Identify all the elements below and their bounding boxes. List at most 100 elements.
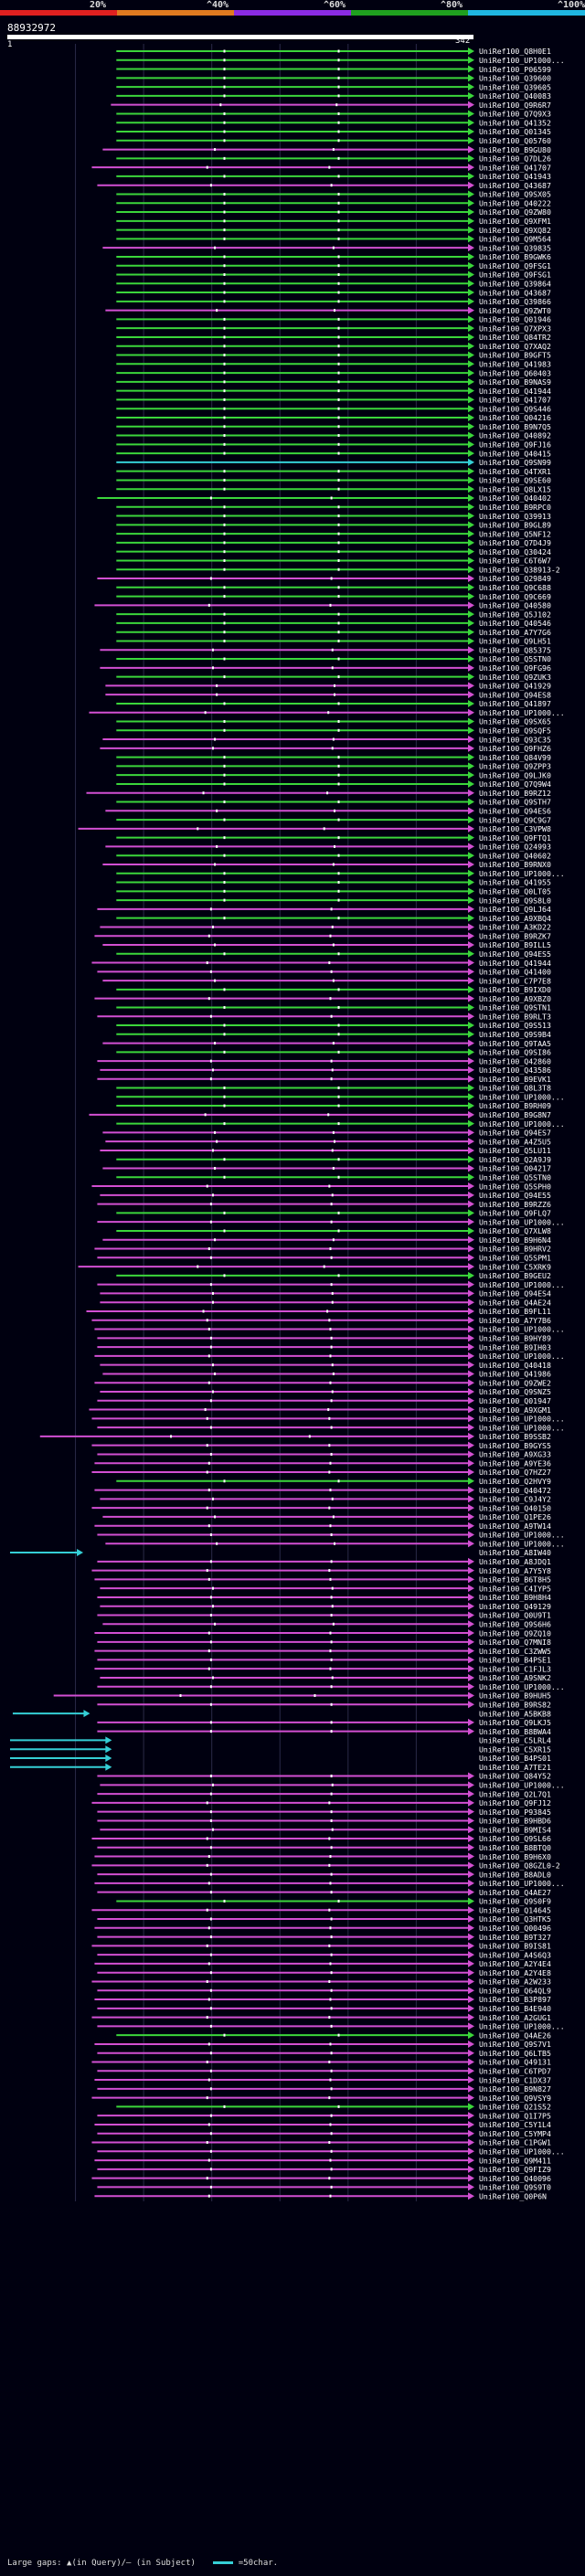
hit-label[interactable]: UniRef100_UP1000... [479, 1280, 565, 1289]
hit-label[interactable]: UniRef100_C1DX37 [479, 2075, 551, 2084]
hit-label[interactable]: UniRef100_A9XG33 [479, 1450, 551, 1459]
hit-label[interactable]: UniRef100_Q9ZPP3 [479, 762, 551, 771]
hit-label[interactable]: UniRef100_B9GEU2 [479, 1271, 551, 1280]
hit-label[interactable]: UniRef100_B9GFT5 [479, 351, 551, 360]
hit-label[interactable]: UniRef100_A4Z5U5 [479, 1137, 551, 1146]
hit-label[interactable]: UniRef100_Q5SPM1 [479, 1254, 551, 1263]
hit-label[interactable]: UniRef100_Q94E55 [479, 1191, 551, 1200]
hit-label[interactable]: UniRef100_UP1000... [479, 1352, 565, 1361]
hit-label[interactable]: UniRef100_A9XGM1 [479, 1405, 551, 1415]
hit-label[interactable]: UniRef100_Q9SE60 [479, 476, 551, 485]
hit-label[interactable]: UniRef100_Q9STN1 [479, 1003, 551, 1012]
hit-label[interactable]: UniRef100_A3KD22 [479, 923, 551, 932]
hit-label[interactable]: UniRef100_Q1I7P5 [479, 2111, 551, 2120]
hit-label[interactable]: UniRef100_Q39835 [479, 243, 551, 252]
hit-label[interactable]: UniRef100_Q9VSY9 [479, 2094, 551, 2103]
hit-label[interactable]: UniRef100_Q9S513 [479, 1021, 551, 1030]
hit-label[interactable]: UniRef100_Q9XFM1 [479, 217, 551, 226]
hit-label[interactable]: UniRef100_UP1000... [479, 1217, 565, 1226]
hit-label[interactable]: UniRef100_B9RZZ6 [479, 1200, 551, 1209]
hit-label[interactable]: UniRef100_Q94ES4 [479, 1289, 551, 1299]
hit-label[interactable]: UniRef100_Q9XQ82 [479, 226, 551, 235]
hit-label[interactable]: UniRef100_Q40096 [479, 2174, 551, 2183]
hit-label[interactable]: UniRef100_B9FL11 [479, 1307, 551, 1316]
hit-label[interactable]: UniRef100_B9IXD0 [479, 985, 551, 994]
hit-label[interactable]: UniRef100_Q9M411 [479, 2156, 551, 2165]
hit-label[interactable]: UniRef100_Q60403 [479, 368, 551, 377]
hit-label[interactable]: UniRef100_A2Y4E8 [479, 1968, 551, 1977]
hit-label[interactable]: UniRef100_Q9S7V1 [479, 2040, 551, 2049]
hit-label[interactable]: UniRef100_Q41944 [479, 959, 551, 968]
hit-label[interactable]: UniRef100_Q9FLQ7 [479, 1209, 551, 1218]
hit-label[interactable]: UniRef100_Q9FG96 [479, 663, 551, 673]
hit-label[interactable]: UniRef100_UP1000... [479, 1092, 565, 1101]
hit-label[interactable]: UniRef100_Q9S8L0 [479, 896, 551, 905]
hit-label[interactable]: UniRef100_Q9STH7 [479, 798, 551, 807]
hit-label[interactable]: UniRef100_UP1000... [479, 708, 565, 717]
hit-label[interactable]: UniRef100_B4E940 [479, 2004, 551, 2013]
hit-label[interactable]: UniRef100_Q9C9G7 [479, 815, 551, 824]
hit-label[interactable]: UniRef100_C1PGW1 [479, 2138, 551, 2147]
hit-label[interactable]: UniRef100_C3ZWW5 [479, 1647, 551, 1656]
hit-label[interactable]: UniRef100_Q05760 [479, 136, 551, 145]
hit-label[interactable]: UniRef100_P93845 [479, 1807, 551, 1817]
hit-label[interactable]: UniRef100_C5YMP4 [479, 2129, 551, 2138]
hit-label[interactable]: UniRef100_Q4AE27 [479, 1888, 551, 1897]
hit-label[interactable]: UniRef100_UP1000... [479, 1325, 565, 1334]
hit-label[interactable]: UniRef100_Q94ES7 [479, 1129, 551, 1138]
hit-label[interactable]: UniRef100_Q9TAA5 [479, 1039, 551, 1048]
hit-label[interactable]: UniRef100_Q5STN0 [479, 1172, 551, 1182]
hit-label[interactable]: UniRef100_UP1000... [479, 1531, 565, 1540]
hit-label[interactable]: UniRef100_Q40546 [479, 619, 551, 628]
hit-label[interactable]: UniRef100_Q39913 [479, 512, 551, 521]
hit-label[interactable]: UniRef100_Q49129 [479, 1602, 551, 1611]
hit-label[interactable]: UniRef100_A8JDQ1 [479, 1557, 551, 1566]
hit-label[interactable]: UniRef100_Q9S9T0 [479, 2183, 551, 2192]
hit-label[interactable]: UniRef100_Q0LT05 [479, 887, 551, 896]
hit-label[interactable]: UniRef100_Q9FSG1 [479, 270, 551, 280]
hit-label[interactable]: UniRef100_B8BWA4 [479, 1727, 551, 1736]
hit-label[interactable]: UniRef100_Q9SQF5 [479, 726, 551, 735]
hit-label[interactable]: UniRef100_Q7MNI8 [479, 1638, 551, 1647]
hit-label[interactable]: UniRef100_Q9FJ12 [479, 1798, 551, 1807]
hit-label[interactable]: UniRef100_Q9ZWT0 [479, 306, 551, 315]
hit-label[interactable]: UniRef100_Q4TXR1 [479, 467, 551, 476]
hit-label[interactable]: UniRef100_Q4AE26 [479, 2030, 551, 2040]
hit-label[interactable]: UniRef100_Q94ES5 [479, 949, 551, 959]
hit-label[interactable]: UniRef100_Q40415 [479, 449, 551, 458]
hit-label[interactable]: UniRef100_Q9LH51 [479, 637, 551, 646]
hit-label[interactable]: UniRef100_UP1000... [479, 56, 565, 65]
hit-label[interactable]: UniRef100_UP1000... [479, 1879, 565, 1888]
hit-label[interactable]: UniRef100_Q41986 [479, 1370, 551, 1379]
hit-label[interactable]: UniRef100_Q9ZQ10 [479, 1628, 551, 1638]
hit-label[interactable]: UniRef100_Q41352 [479, 118, 551, 127]
hit-label[interactable]: UniRef100_Q01947 [479, 1396, 551, 1405]
hit-label[interactable]: UniRef100_C5XR15 [479, 1744, 551, 1754]
hit-label[interactable]: UniRef100_B9H6N4 [479, 1235, 551, 1245]
hit-label[interactable]: UniRef100_C3VPW8 [479, 824, 551, 833]
hit-label[interactable]: UniRef100_Q7HZ27 [479, 1468, 551, 1477]
hit-label[interactable]: UniRef100_Q93C35 [479, 735, 551, 744]
hit-label[interactable]: UniRef100_Q14645 [479, 1905, 551, 1914]
hit-label[interactable]: UniRef100_Q2HVY9 [479, 1477, 551, 1486]
hit-label[interactable]: UniRef100_Q9LKJ5 [479, 1718, 551, 1727]
hit-label[interactable]: UniRef100_Q7DL26 [479, 154, 551, 164]
hit-label[interactable]: UniRef100_Q8H0E1 [479, 47, 551, 56]
hit-label[interactable]: UniRef100_Q4AE24 [479, 1298, 551, 1307]
hit-label[interactable]: UniRef100_Q39866 [479, 297, 551, 306]
hit-label[interactable]: UniRef100_Q3HTK5 [479, 1914, 551, 1924]
hit-label[interactable]: UniRef100_C6TPD7 [479, 2066, 551, 2075]
hit-label[interactable]: UniRef100_UP1000... [479, 1119, 565, 1129]
hit-label[interactable]: UniRef100_B3P897 [479, 1995, 551, 2004]
hit-label[interactable]: UniRef100_Q41400 [479, 968, 551, 977]
hit-label[interactable]: UniRef100_B8BTQ0 [479, 1843, 551, 1852]
hit-label[interactable]: UniRef100_Q41943 [479, 172, 551, 181]
hit-label[interactable]: UniRef100_Q01345 [479, 127, 551, 136]
hit-label[interactable]: UniRef100_Q84V99 [479, 753, 551, 762]
hit-label[interactable]: UniRef100_UP1000... [479, 1781, 565, 1790]
hit-label[interactable]: UniRef100_Q94ES6 [479, 807, 551, 816]
hit-label[interactable]: UniRef100_B9N7Q5 [479, 422, 551, 431]
hit-label[interactable]: UniRef100_B9RZ12 [479, 789, 551, 798]
hit-label[interactable]: UniRef100_Q2L7Q1 [479, 1789, 551, 1798]
hit-label[interactable]: UniRef100_Q7Q9X3 [479, 110, 551, 119]
